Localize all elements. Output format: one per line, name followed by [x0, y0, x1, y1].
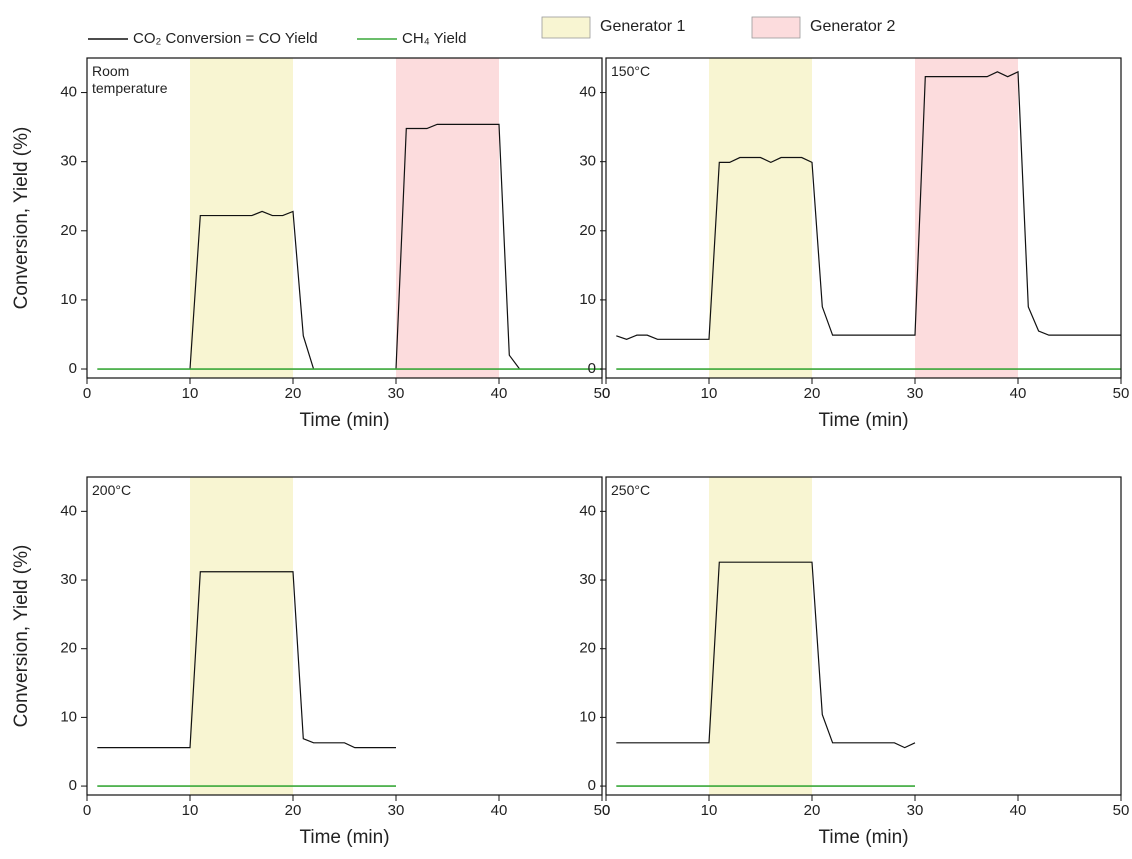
x-tick-label: 30 [388, 802, 405, 819]
x-tick-label: 40 [1010, 385, 1027, 402]
plot-frame [86, 57, 603, 379]
panel-annotation: 150°C [611, 63, 651, 79]
y-tick-label: 0 [588, 360, 596, 377]
y-tick-label: 20 [579, 640, 596, 657]
y-tick-label: 10 [579, 708, 596, 725]
legend-label: Generator 1 [600, 18, 685, 35]
x-tick-label: 30 [388, 385, 405, 402]
x-tick-label: 10 [701, 802, 718, 819]
y-tick-label: 20 [60, 222, 77, 239]
series-line [616, 561, 916, 749]
legend-swatch [751, 16, 801, 39]
x-tick-label: 50 [1113, 385, 1130, 402]
x-tick-label: 0 [602, 802, 610, 819]
x-tick-label: 30 [907, 385, 924, 402]
y-tick-label: 40 [60, 502, 77, 519]
x-tick-label: 40 [491, 385, 508, 402]
y-tick-label: 30 [60, 571, 77, 588]
y-tick-label: 20 [60, 640, 77, 657]
y-tick-label: 10 [60, 708, 77, 725]
x-tick-label: 30 [907, 802, 924, 819]
y-tick-label: 20 [579, 222, 596, 239]
legend-label: CH₄ Yield [402, 30, 466, 47]
legend-swatch [541, 16, 591, 39]
shaded-region [915, 58, 1018, 378]
x-tick-label: 20 [285, 385, 302, 402]
x-axis-label: Time (min) [818, 410, 908, 431]
plot-frame [605, 476, 1122, 796]
y-tick-label: 30 [60, 153, 77, 170]
y-tick-label: 10 [579, 291, 596, 308]
y-tick-label: 40 [60, 84, 77, 101]
series-line [97, 571, 396, 749]
x-tick-label: 0 [83, 385, 91, 402]
x-tick-label: 40 [1010, 802, 1027, 819]
x-tick-label: 50 [594, 385, 611, 402]
panel-annotation: 250°C [611, 482, 651, 498]
legend-label: CO₂ Conversion = CO Yield [133, 30, 318, 47]
shaded-region [709, 477, 812, 795]
shaded-region [190, 477, 293, 795]
y-tick-label: 40 [579, 502, 596, 519]
x-tick-label: 20 [285, 802, 302, 819]
x-tick-label: 50 [594, 802, 611, 819]
legend-label: Generator 2 [810, 18, 895, 35]
x-axis-label: Time (min) [299, 410, 389, 431]
x-axis-label: Time (min) [299, 827, 389, 848]
x-axis-label: Time (min) [818, 827, 908, 848]
x-tick-label: 40 [491, 802, 508, 819]
y-axis-label: Conversion, Yield (%) [11, 545, 32, 728]
y-tick-label: 10 [60, 291, 77, 308]
y-tick-label: 0 [588, 777, 596, 794]
series-line [616, 70, 1121, 340]
plot-frame [86, 476, 603, 796]
x-tick-label: 20 [804, 802, 821, 819]
plot-frame [605, 57, 1122, 379]
shaded-region [396, 58, 499, 378]
y-tick-label: 0 [69, 777, 77, 794]
series-line [189, 123, 521, 370]
x-tick-label: 0 [83, 802, 91, 819]
x-tick-label: 50 [1113, 802, 1130, 819]
shaded-region [709, 58, 812, 378]
y-axis-label: Conversion, Yield (%) [11, 127, 32, 310]
panel-annotation: Room temperature [92, 63, 168, 96]
x-tick-label: 10 [701, 385, 718, 402]
shaded-region [190, 58, 293, 378]
x-tick-label: 0 [602, 385, 610, 402]
panel-annotation: 200°C [92, 482, 132, 498]
y-tick-label: 0 [69, 360, 77, 377]
x-tick-label: 10 [182, 802, 199, 819]
y-tick-label: 30 [579, 153, 596, 170]
y-tick-label: 30 [579, 571, 596, 588]
x-tick-label: 20 [804, 385, 821, 402]
y-tick-label: 40 [579, 84, 596, 101]
x-tick-label: 10 [182, 385, 199, 402]
